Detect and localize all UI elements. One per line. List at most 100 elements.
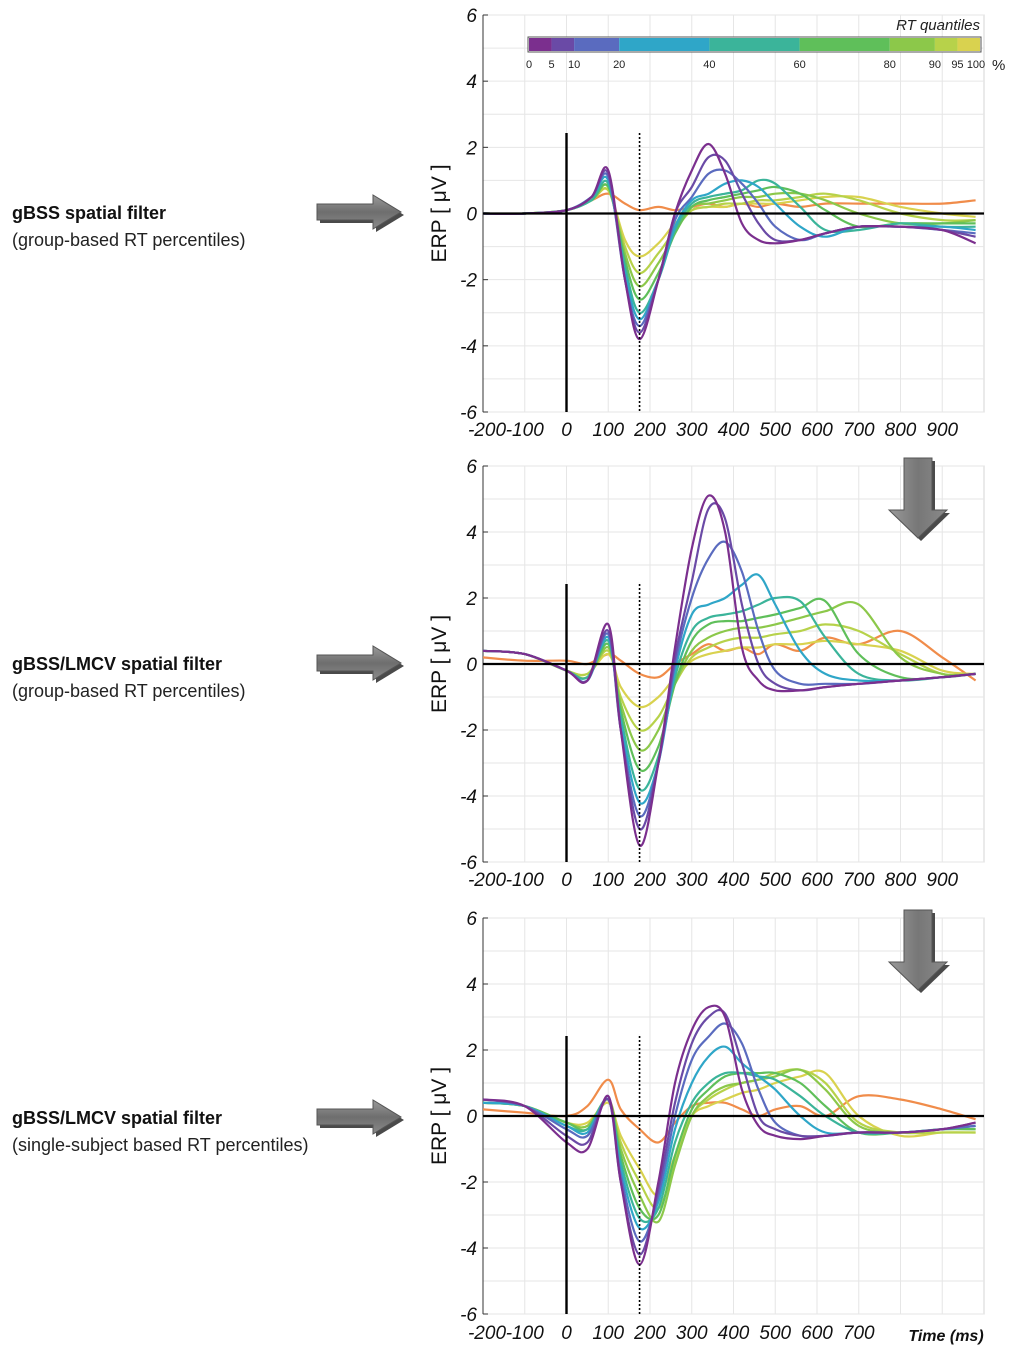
y-tick-label: 2 [465,1041,477,1062]
x-tick-label: 100 [592,420,624,441]
x-tick-label: 300 [676,420,708,441]
y-tick-label: -4 [460,1239,477,1260]
x-tick-label: 100 [592,1323,624,1344]
x-tick-label: 800 [885,870,917,891]
series-line-1 [483,142,977,341]
y-tick-label: 4 [466,523,477,544]
y-axis-label: ERP [ μV ] [428,164,451,262]
x-tick-label: -100 [506,870,544,891]
y-axis-label: ERP [ μV ] [428,615,451,713]
x-tick-label: 800 [885,420,917,441]
y-tick-label: 0 [466,205,477,226]
x-tick-label: 300 [676,870,708,891]
x-tick-label: 200 [633,420,666,441]
row-3-title: gBSS/LMCV spatial filter [12,1108,223,1128]
y-tick-label: -4 [460,337,477,358]
row-3-subtitle: (single-subject based RT percentiles) [12,1135,309,1155]
x-tick-label: 500 [759,420,791,441]
y-tick-label: 0 [466,655,477,676]
colorbar-tick-label: 20 [613,59,625,71]
colorbar-segment-8 [934,38,958,51]
colorbar-segment-5 [709,38,800,51]
row-1-title: gBSS spatial filter [12,203,167,223]
arrows [316,194,950,1137]
x-tick-label: 200 [633,1323,666,1344]
colorbar-tick-label: 40 [703,59,715,71]
x-tick-label: 0 [561,1323,572,1344]
x-tick-label: 600 [801,1323,833,1344]
x-tick-label: 400 [718,870,750,891]
y-tick-label: -2 [460,271,477,292]
x-tick-label: -100 [506,1323,544,1344]
x-tick-label: 700 [843,870,875,891]
x-tick-label: 100 [592,870,624,891]
y-tick-label: -2 [460,1173,477,1194]
colorbar-segment-9 [957,38,980,51]
y-tick-label: 6 [466,6,477,27]
x-tick-label: 200 [633,870,666,891]
colorbar-tick-label: 90 [929,59,941,71]
colorbar-segment-3 [574,38,620,51]
series-line-1 [483,1004,976,1266]
x-tick-label: 400 [718,420,750,441]
y-tick-label: 2 [465,138,477,159]
x-tick-label: 500 [759,870,791,891]
series-line-10 [483,1078,976,1144]
colorbar-tick-label: 60 [793,59,805,71]
x-axis-label: Time (ms) [908,1328,983,1345]
x-tick-label: 0 [561,420,572,441]
x-tick-label: 300 [676,1323,708,1344]
x-tick-label: 600 [801,420,833,441]
down-arrow-1 [887,457,949,539]
erp-panel-2: -6 -4 -2 0 2 4 6 -200 -100 0 100 200 300 400 500 600 700… [428,457,985,891]
y-axis-label: ERP [ μV ] [428,1067,451,1165]
colorbar-segment-2 [551,38,575,51]
x-tick-label: -200 [468,1323,506,1344]
x-tick-label: 700 [843,1323,875,1344]
row-1-subtitle: (group-based RT percentiles) [12,230,246,250]
colorbar-tick-label: 0 [526,59,532,71]
y-tick-label: 6 [466,457,477,478]
colorbar-tick-label: 5 [548,59,554,71]
x-tick-label: 700 [843,420,875,441]
x-tick-label: 900 [926,420,958,441]
rt-quantiles-colorbar: RT quantiles 0 5 10 20 40 60 80 90 95 100% [526,17,1005,74]
erp-panel-3: -6 -4 -2 0 2 4 6 -200 -100 0 100 200 300 400 500 600 700… [428,909,985,1345]
colorbar-unit: % [992,57,1005,74]
right-arrow-2 [316,645,402,681]
series-group [483,142,977,341]
colorbar-segment-1 [529,38,552,51]
x-tick-label: 600 [801,870,833,891]
colorbar-segment-7 [889,38,935,51]
y-tick-label: 0 [466,1107,477,1128]
series-line-5 [483,178,976,314]
y-tick-label: 4 [466,72,477,93]
right-arrow-3 [316,1099,402,1135]
x-tick-label: -200 [468,870,506,891]
y-tick-label: -6 [460,853,477,874]
x-tick-label: 500 [759,1323,791,1344]
right-arrow-1 [316,194,402,230]
row-2-title: gBSS/LMCV spatial filter [12,654,223,674]
colorbar-tick-label: 80 [884,59,896,71]
x-tick-label: 900 [926,870,958,891]
x-tick-label: -100 [506,420,544,441]
x-tick-label: 400 [718,1323,750,1344]
y-tick-label: 2 [465,589,477,610]
y-tick-label: -6 [460,403,477,424]
colorbar-segment-4 [619,38,710,51]
series-line-1 [483,494,976,847]
colorbar-tick-label: 95 [951,59,963,71]
y-tick-label: 4 [466,975,477,996]
y-tick-label: -2 [460,721,477,742]
y-tick-label: -6 [460,1305,477,1326]
y-tick-label: 6 [466,909,477,930]
row-2-subtitle: (group-based RT percentiles) [12,681,246,701]
x-tick-label: 0 [561,870,572,891]
colorbar-tick-label: 10 [568,59,580,71]
x-tick-label: -200 [468,420,506,441]
colorbar-tick-label: 100 [967,59,985,71]
